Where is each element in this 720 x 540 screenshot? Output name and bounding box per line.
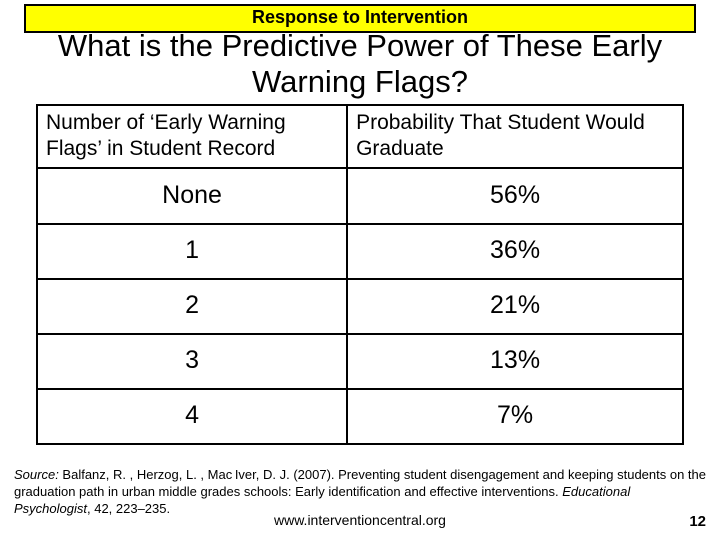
data-table: Number of ‘Early Warning Flags’ in Stude…	[36, 104, 684, 445]
slide-title: What is the Predictive Power of These Ea…	[24, 28, 696, 99]
table-row: 3 13%	[37, 334, 683, 389]
table-cell: 36%	[347, 224, 683, 279]
table-cell: 4	[37, 389, 347, 444]
table-header-prob: Probability That Student Would Graduate	[347, 105, 683, 168]
table-header-row: Number of ‘Early Warning Flags’ in Stude…	[37, 105, 683, 168]
source-label: Source:	[14, 467, 59, 482]
slide: Response to Intervention What is the Pre…	[0, 0, 720, 540]
footer-url: www.interventioncentral.org	[0, 512, 720, 528]
table-cell: 3	[37, 334, 347, 389]
table-row: None 56%	[37, 168, 683, 224]
data-table-wrap: Number of ‘Early Warning Flags’ in Stude…	[36, 104, 684, 445]
table-cell: None	[37, 168, 347, 224]
table-cell: 1	[37, 224, 347, 279]
table-cell: 21%	[347, 279, 683, 334]
table-row: 4 7%	[37, 389, 683, 444]
table-header-flags: Number of ‘Early Warning Flags’ in Stude…	[37, 105, 347, 168]
banner-text: Response to Intervention	[252, 7, 468, 27]
source-citation: Source: Balfanz, R. , Herzog, L. , Mac I…	[14, 467, 706, 518]
table-row: 2 21%	[37, 279, 683, 334]
table-cell: 56%	[347, 168, 683, 224]
page-number: 12	[689, 513, 706, 530]
table-cell: 7%	[347, 389, 683, 444]
table-row: 1 36%	[37, 224, 683, 279]
table-cell: 2	[37, 279, 347, 334]
table-cell: 13%	[347, 334, 683, 389]
